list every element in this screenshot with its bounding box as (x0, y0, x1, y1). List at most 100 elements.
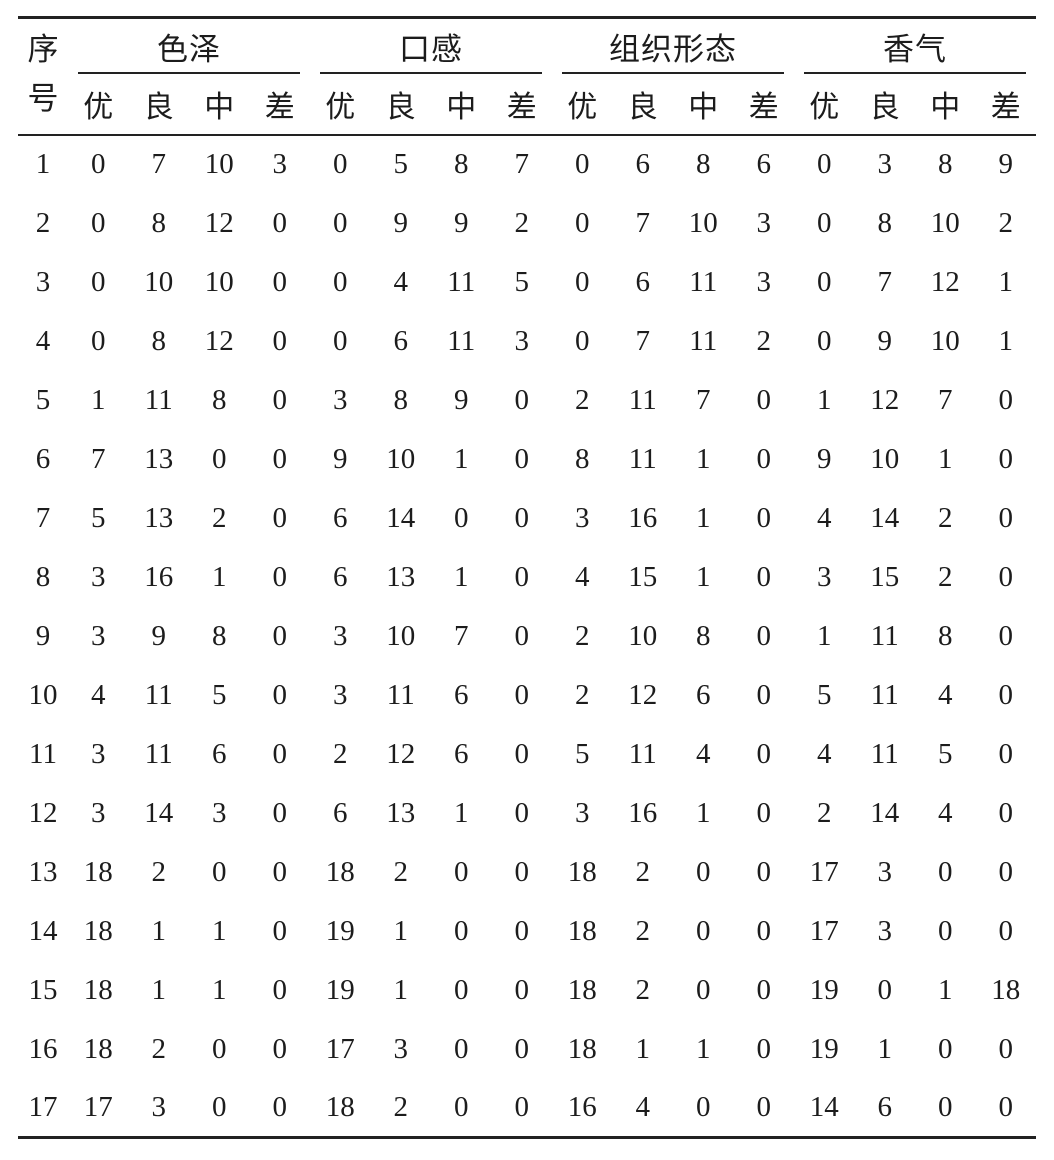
data-cell: 2 (393, 1090, 409, 1123)
row-serial-number: 9 (35, 619, 51, 652)
data-cell: 18 (325, 855, 355, 888)
data-cell: 2 (998, 206, 1014, 239)
data-cell: 3 (877, 914, 893, 947)
data-cell: 2 (514, 206, 530, 239)
data-cell: 18 (567, 914, 597, 947)
data-cell: 1 (817, 383, 832, 416)
data-cell: 0 (998, 560, 1014, 593)
data-cell: 0 (91, 148, 106, 180)
table-row: 8 3 16 1 0 6 13 1 0 4 15 1 0 3 15 2 0 (18, 548, 1036, 607)
data-cell: 2 (212, 501, 227, 534)
data-cell: 0 (998, 619, 1014, 652)
data-cell: 6 (212, 737, 227, 770)
data-cell: 2 (635, 973, 651, 1006)
row-serial-number: 10 (28, 678, 58, 711)
group-header-taste: 口感 (310, 18, 552, 74)
data-cell: 0 (575, 148, 590, 180)
data-cell: 11 (689, 324, 718, 357)
data-cell: 12 (386, 737, 416, 770)
row-serial-number: 16 (28, 1032, 58, 1065)
data-cell: 8 (151, 324, 167, 357)
data-cell: 1 (635, 1032, 651, 1065)
sub-header-color-luster-0: 优 (68, 73, 129, 136)
row-serial-number: 4 (35, 324, 51, 357)
data-cell: 9 (817, 442, 832, 475)
data-cell: 0 (91, 265, 106, 298)
table-row: 12 3 14 3 0 6 13 1 0 3 16 1 0 2 14 4 0 (18, 784, 1036, 843)
sub-header-texture-form-2: 中 (673, 73, 734, 136)
data-cell: 0 (91, 206, 106, 239)
data-cell: 2 (575, 383, 590, 416)
sub-header-taste-0: 优 (310, 73, 371, 136)
data-cell: 18 (325, 1090, 355, 1123)
data-cell: 0 (272, 501, 288, 534)
data-cell: 14 (386, 501, 416, 534)
data-cell: 13 (144, 501, 174, 534)
data-cell: 0 (514, 973, 530, 1006)
data-cell: 0 (696, 973, 711, 1006)
data-cell: 5 (817, 678, 832, 711)
sub-header-color-luster-1: 良 (128, 73, 189, 136)
data-cell: 0 (756, 560, 772, 593)
data-cell: 1 (696, 501, 711, 534)
data-cell: 11 (447, 324, 476, 357)
data-cell: 8 (454, 148, 469, 180)
data-cell: 0 (817, 324, 832, 357)
table-head: 序号 色泽 口感 组织形态 香气优良中差优良中差优良中差优良中差 (18, 17, 1036, 136)
sub-header-texture-form-3: 差 (733, 73, 794, 136)
data-cell: 10 (204, 148, 234, 180)
data-cell: 6 (333, 560, 348, 593)
data-cell: 0 (696, 1090, 711, 1123)
data-cell: 12 (204, 206, 234, 239)
data-cell: 11 (386, 678, 415, 711)
data-cell: 17 (83, 1090, 113, 1123)
data-cell: 3 (877, 855, 893, 888)
data-cell: 0 (514, 619, 530, 652)
table-row: 1 0 7 10 3 0 5 8 7 0 6 8 6 0 3 8 9 (18, 135, 1036, 194)
data-cell: 1 (212, 973, 227, 1006)
data-cell: 1 (393, 914, 409, 947)
data-cell: 6 (333, 501, 348, 534)
data-cell: 0 (272, 914, 288, 947)
sub-header-aroma-2: 中 (915, 73, 976, 136)
data-cell: 3 (212, 796, 227, 829)
data-cell: 0 (756, 914, 772, 947)
data-cell: 0 (272, 1032, 288, 1065)
data-cell: 18 (83, 973, 113, 1006)
data-cell: 4 (393, 265, 409, 298)
row-serial-number: 17 (28, 1090, 58, 1123)
data-cell: 0 (756, 973, 772, 1006)
sensory-evaluation-table-container: 序号 色泽 口感 组织形态 香气优良中差优良中差优良中差优良中差 1 0 7 10 3 0 5 8 7 0… (18, 16, 1036, 1139)
data-cell: 17 (325, 1032, 355, 1065)
data-cell: 0 (756, 1090, 772, 1123)
data-cell: 4 (938, 678, 953, 711)
data-cell: 0 (514, 442, 530, 475)
data-cell: 0 (998, 1032, 1014, 1065)
data-cell: 0 (817, 265, 832, 298)
table-row: 6 7 13 0 0 9 10 1 0 8 11 1 0 9 10 1 0 (18, 430, 1036, 489)
data-cell: 10 (144, 265, 174, 298)
data-cell: 8 (575, 442, 590, 475)
data-cell: 7 (877, 265, 893, 298)
data-cell: 1 (938, 442, 953, 475)
row-serial-number: 3 (35, 265, 51, 298)
data-cell: 2 (151, 855, 167, 888)
data-cell: 11 (144, 678, 173, 711)
data-cell: 18 (83, 855, 113, 888)
data-cell: 0 (575, 265, 590, 298)
data-cell: 2 (817, 796, 832, 829)
data-cell: 16 (628, 796, 658, 829)
data-cell: 3 (272, 148, 288, 180)
data-cell: 11 (870, 678, 899, 711)
data-cell: 0 (514, 678, 530, 711)
data-cell: 11 (447, 265, 476, 298)
data-cell: 0 (212, 855, 227, 888)
data-cell: 0 (756, 383, 772, 416)
data-cell: 11 (870, 737, 899, 770)
data-cell: 18 (991, 973, 1021, 1006)
data-cell: 6 (635, 148, 651, 180)
group-header-aroma: 香气 (794, 18, 1036, 74)
data-cell: 4 (635, 1090, 651, 1123)
data-cell: 9 (333, 442, 348, 475)
data-cell: 0 (998, 855, 1014, 888)
